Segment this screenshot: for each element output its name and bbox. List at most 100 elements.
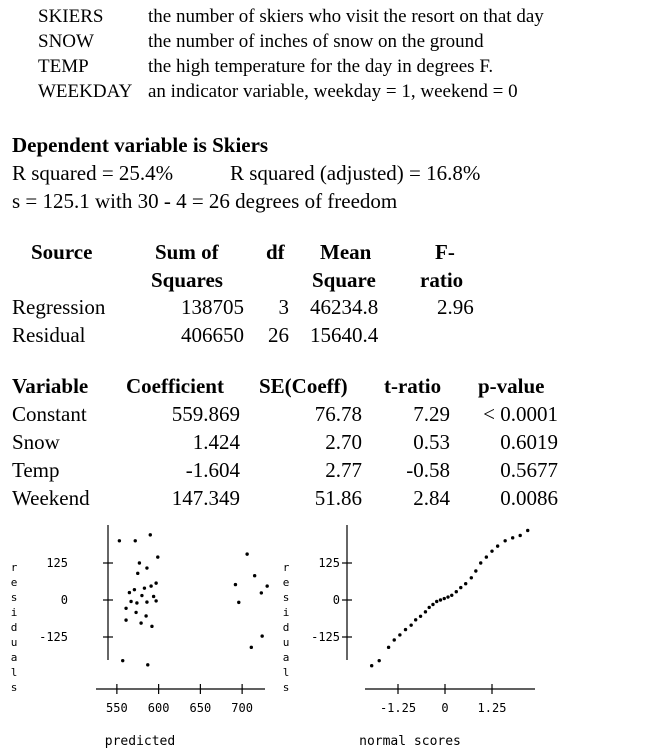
anova-ss-residual: 406650 (181, 323, 244, 347)
plot1-point (252, 574, 257, 578)
plot1-ylabel-char: i (11, 606, 18, 619)
plot1-point (265, 584, 269, 588)
coef-header-coefficient: Coefficient (126, 374, 224, 398)
var-name-temp: TEMP (38, 56, 89, 77)
plot2-point (459, 585, 463, 590)
anova-f-regression: 2.96 (437, 295, 474, 319)
plot1-point (245, 552, 249, 556)
plot2-point (490, 549, 494, 553)
anova-header-ss-line1: Sum of (155, 240, 219, 264)
coef-p-constant: < 0.0001 (483, 402, 558, 426)
dependent-variable-label: Dependent variable is Skiers (12, 133, 269, 157)
plot2-point (454, 590, 458, 594)
plot2-point (386, 645, 391, 650)
plot2-ylabel-char: a (283, 651, 290, 664)
coef-value-weekend: 147.349 (171, 486, 240, 510)
coef-variable-temp: Temp (12, 458, 60, 482)
plot2-point (403, 627, 408, 632)
plot1-xlabel: predicted (105, 734, 175, 749)
plot2-ylabel-char: s (283, 681, 290, 694)
std-error-line: s = 125.1 with 30 - 4 = 26 degrees of fr… (12, 189, 398, 213)
plot1-point (127, 590, 132, 595)
plot2-point (450, 593, 454, 597)
plot1-point (124, 618, 128, 622)
plot2-point (418, 614, 423, 618)
plot1-ylabel-char: s (11, 591, 18, 604)
plot2-point (510, 536, 515, 540)
plot1-ylabel-char: d (11, 621, 18, 634)
plot2-ylabel-char: i (283, 606, 290, 619)
coef-value-snow: 1.424 (192, 430, 240, 454)
plot1-point (139, 621, 143, 625)
plot1-ytick-label-0: 125 (46, 556, 68, 570)
plot2-ylabel-char: s (283, 591, 290, 604)
plot2-point (435, 599, 439, 604)
plot1-point (146, 663, 150, 667)
plot2-point (518, 533, 522, 538)
coef-variable-snow: Snow (12, 430, 60, 454)
plot1-xtick-label-1: 600 (148, 701, 170, 715)
coef-se-constant: 76.78 (314, 402, 362, 426)
anova-header-ms-line1: Mean (320, 240, 372, 264)
plot1-point (233, 582, 238, 587)
plot2-point (463, 582, 468, 586)
anova-ms-regression: 46234.8 (310, 295, 379, 319)
anova-header-df: df (266, 240, 285, 264)
plot2-ylabel-char: d (283, 621, 290, 634)
plot2-point (431, 602, 435, 607)
anova-header-ms-line2: Square (312, 268, 376, 292)
plot1-point (135, 601, 139, 605)
plot1-point (149, 584, 153, 588)
anova-source-residual: Residual (12, 323, 86, 347)
plot1-ylabel-char: r (11, 561, 18, 574)
coef-t-weekend: 2.84 (413, 486, 450, 510)
plot1-ylabel-char: s (11, 681, 18, 694)
plot2-ylabel-char: u (283, 636, 290, 649)
coef-t-constant: 7.29 (413, 402, 450, 426)
plot1-point (150, 624, 154, 629)
plot2-point (409, 623, 413, 627)
var-desc-temp: the high temperature for the day in degr… (148, 56, 494, 77)
plot2-xtick-label-1: 0 (441, 701, 448, 715)
plot1-point (133, 539, 137, 543)
plot2-ytick-label-2: -125 (311, 630, 340, 644)
plot1-point (142, 586, 147, 590)
anova-header-f-line2: ratio (420, 268, 464, 292)
plot1-point (132, 587, 137, 592)
plot2-ylabel-char: l (283, 666, 290, 679)
plot1-point (148, 533, 152, 537)
plot2-point (427, 605, 431, 610)
coef-header-t: t-ratio (384, 374, 442, 398)
plot1-point (260, 634, 264, 638)
plot1-xtick-label-3: 700 (231, 701, 253, 715)
plot1-point (259, 591, 264, 595)
coef-header-p: p-value (478, 374, 545, 398)
plot1-point (151, 594, 156, 599)
plot1-xtick-label-2: 650 (190, 701, 212, 715)
coef-p-snow: 0.6019 (500, 430, 558, 454)
coef-variable-constant: Constant (12, 402, 87, 426)
anova-ss-regression: 138705 (181, 295, 244, 319)
plot2-point (413, 618, 418, 622)
plot2-point (479, 561, 483, 565)
plot2-xlabel: normal scores (359, 734, 461, 749)
var-desc-weekday: an indicator variable, weekday = 1, week… (148, 81, 518, 102)
plot1-point (144, 614, 148, 618)
plot1-point (237, 600, 241, 605)
plot2-xtick-label-2: 1.25 (478, 701, 507, 715)
plot1-ytick-label-1: 0 (61, 593, 68, 607)
plot2-ytick-label-1: 0 (333, 593, 340, 607)
coef-se-weekend: 51.86 (314, 486, 362, 510)
var-desc-skiers: the number of skiers who visit the resor… (148, 6, 544, 27)
plot2-point (377, 658, 381, 663)
plot2-point (442, 596, 446, 601)
plot2-ytick-label-0: 125 (318, 556, 340, 570)
plot1-point (154, 599, 158, 603)
plot1-point (154, 581, 158, 585)
var-name-skiers: SKIERS (38, 6, 104, 27)
plot1-point (117, 539, 122, 543)
anova-df-regression: 3 (278, 295, 290, 319)
plot1-point (121, 658, 125, 663)
anova-df-residual: 26 (268, 323, 289, 347)
